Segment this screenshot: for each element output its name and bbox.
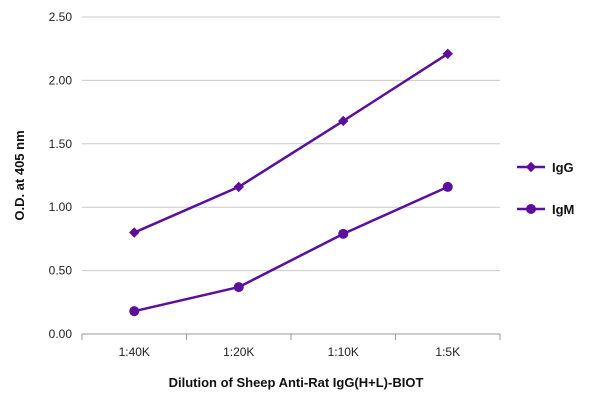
y-tick-label: 2.50 bbox=[49, 10, 73, 24]
gridlines bbox=[82, 16, 500, 272]
x-tick-label: 1:40K bbox=[119, 345, 150, 359]
legend-item-igg: IgG bbox=[517, 160, 574, 175]
series-igm bbox=[129, 181, 453, 317]
series-igg bbox=[129, 48, 453, 238]
data-point-igg bbox=[338, 115, 349, 127]
y-tick-label: 2.00 bbox=[49, 73, 73, 87]
data-point-igm bbox=[129, 306, 140, 317]
y-tick-label: 0.00 bbox=[49, 327, 73, 341]
legend: IgG IgM bbox=[517, 160, 574, 217]
legend-label-igm: IgM bbox=[552, 202, 574, 217]
x-tick-labels: 1:40K 1:20K 1:10K 1:5K bbox=[119, 345, 461, 359]
axes bbox=[81, 333, 501, 340]
data-point-igm bbox=[233, 282, 244, 293]
legend-label-igg: IgG bbox=[552, 160, 574, 175]
data-point-igg bbox=[233, 181, 244, 193]
x-tick-label: 1:10K bbox=[328, 345, 359, 359]
data-point-igg bbox=[442, 48, 453, 59]
data-point-igm bbox=[442, 181, 453, 192]
data-point-igg bbox=[129, 227, 140, 238]
series-group bbox=[129, 48, 453, 317]
legend-marker-igm bbox=[526, 204, 536, 214]
y-tick-label: 1.00 bbox=[49, 200, 73, 214]
legend-marker-igg bbox=[525, 161, 537, 173]
series-line-igm bbox=[133, 185, 449, 313]
y-tick-label: 0.50 bbox=[49, 264, 73, 278]
x-axis-title: Dilution of Sheep Anti-Rat IgG(H+L)-BIOT bbox=[169, 375, 424, 390]
series-line-igg bbox=[133, 52, 449, 234]
y-tick-label: 1.50 bbox=[49, 137, 73, 151]
legend-item-igm: IgM bbox=[517, 202, 574, 217]
x-tick-label: 1:5K bbox=[435, 345, 460, 359]
data-point-igm bbox=[338, 228, 349, 239]
y-axis-title: O.D. at 405 nm bbox=[12, 130, 27, 220]
x-tick-label: 1:20K bbox=[223, 345, 254, 359]
y-tick-labels: 0.00 0.50 1.00 1.50 2.00 2.50 bbox=[49, 10, 73, 341]
